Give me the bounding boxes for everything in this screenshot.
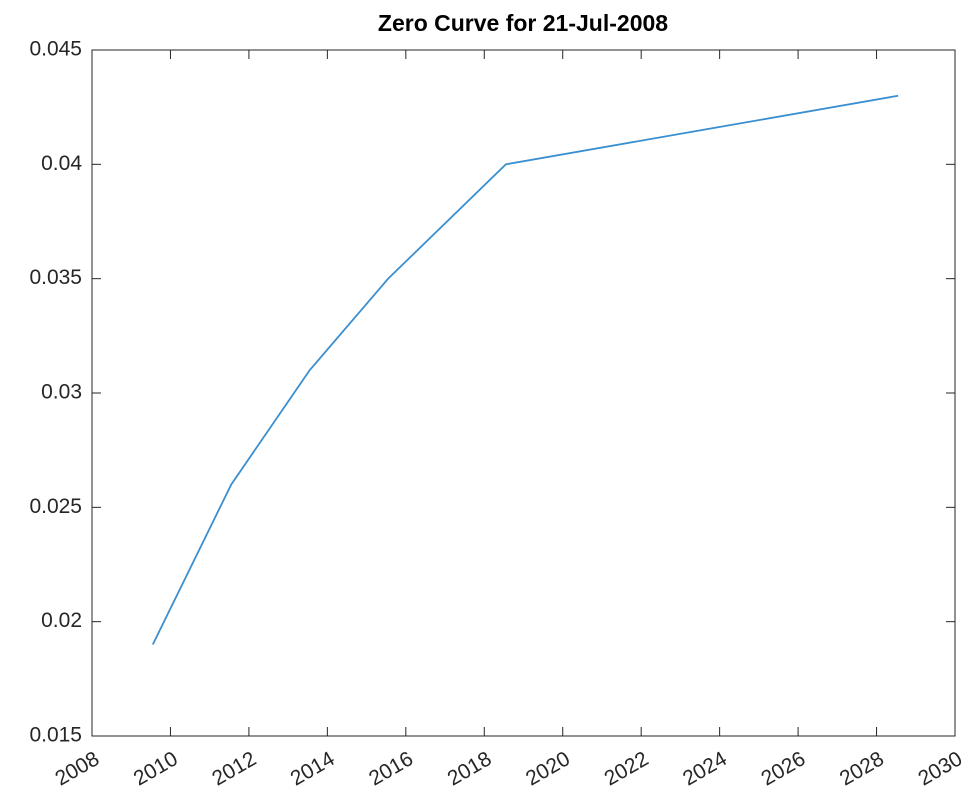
y-tick-label: 0.02 [41, 609, 82, 632]
y-tick-label: 0.04 [41, 152, 82, 175]
y-tick-label: 0.045 [29, 38, 82, 61]
y-tick-label: 0.03 [41, 381, 82, 404]
y-tick-label: 0.035 [29, 266, 82, 289]
y-tick-label: 0.025 [29, 495, 82, 518]
chart-title: Zero Curve for 21-Jul-2008 [378, 10, 668, 36]
plot-frame [91, 49, 956, 737]
y-tick-label: 0.015 [29, 724, 82, 747]
data-line [151, 94, 899, 645]
